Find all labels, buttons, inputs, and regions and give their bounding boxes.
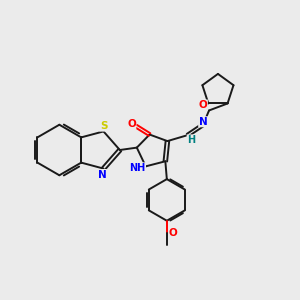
Text: H: H bbox=[187, 135, 195, 145]
Text: O: O bbox=[127, 119, 136, 129]
Text: S: S bbox=[100, 121, 107, 131]
Text: NH: NH bbox=[129, 163, 146, 173]
Text: O: O bbox=[169, 228, 178, 238]
Text: N: N bbox=[199, 117, 208, 127]
Text: N: N bbox=[98, 169, 106, 179]
Text: O: O bbox=[199, 100, 207, 110]
